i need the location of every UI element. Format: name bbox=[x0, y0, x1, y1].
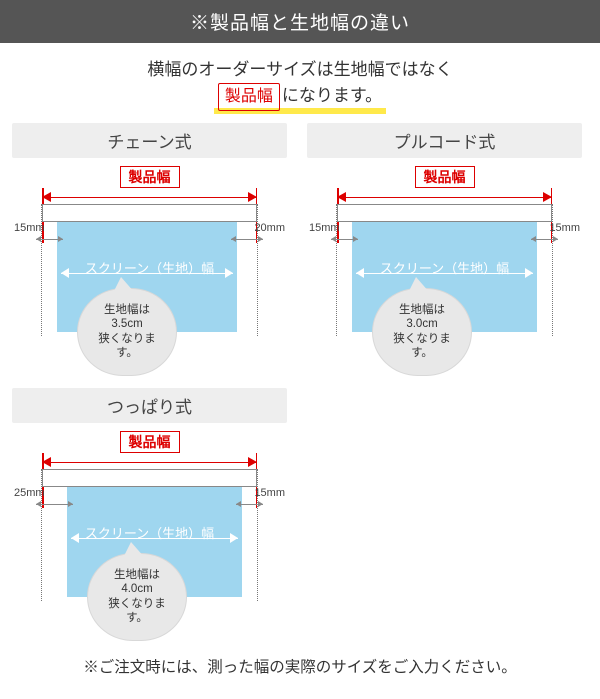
product-width-dimension bbox=[337, 190, 552, 204]
product-width-label: 製品幅 bbox=[120, 431, 180, 453]
screen-width-label: スクリーン（生地）幅 bbox=[81, 523, 218, 542]
headrail bbox=[42, 469, 257, 487]
right-gap-label: 15mm bbox=[254, 487, 285, 499]
type-label: チェーン式 bbox=[12, 123, 287, 158]
right-gap-label: 20mm bbox=[254, 222, 285, 234]
right-gap-dimension bbox=[231, 234, 263, 244]
diagram-grid: チェーン式製品幅15mm20mmスクリーン（生地）幅生地幅は3.5cm狭くなりま… bbox=[0, 117, 600, 641]
diagram-cell: つっぱり式製品幅 25mm 15mm スクリーン（生地）幅生地幅は4.0cm狭くなりま… bbox=[12, 388, 287, 641]
diagram: 製品幅 25mm 15mm スクリーン（生地）幅生地幅は4.0cm狭くなります。 bbox=[12, 431, 287, 641]
callout-bubble: 生地幅は3.0cm狭くなります。 bbox=[372, 288, 472, 376]
left-gap-label: 15mm bbox=[309, 222, 340, 234]
intro-line1: 横幅のオーダーサイズは生地幅ではなく bbox=[0, 57, 600, 83]
intro-text: 横幅のオーダーサイズは生地幅ではなく 製品幅になります。 bbox=[0, 43, 600, 117]
callout-line1: 生地幅は bbox=[88, 303, 166, 317]
right-gap-dimension bbox=[531, 234, 558, 244]
screen-width-label: スクリーン（生地）幅 bbox=[81, 258, 218, 277]
screen-width-label: スクリーン（生地）幅 bbox=[376, 258, 513, 277]
callout-line2: 4.0cm bbox=[98, 582, 176, 596]
headrail bbox=[337, 204, 552, 222]
left-gap-label: 25mm bbox=[14, 487, 45, 499]
header-bar: ※製品幅と生地幅の違い bbox=[0, 0, 600, 43]
callout-bubble: 生地幅は4.0cm狭くなります。 bbox=[87, 553, 187, 641]
diagram: 製品幅 15mm 15mm スクリーン（生地）幅生地幅は3.0cm狭くなります。 bbox=[307, 166, 582, 376]
callout-line1: 生地幅は bbox=[98, 568, 176, 582]
left-gap-dimension bbox=[36, 234, 63, 244]
callout-line3: 狭くなります。 bbox=[98, 597, 176, 626]
right-gap-dimension bbox=[236, 499, 263, 509]
headrail bbox=[42, 204, 257, 222]
left-gap-dimension bbox=[36, 499, 73, 509]
diagram: 製品幅 15mm 20mm スクリーン（生地）幅生地幅は3.5cm狭くなります。 bbox=[12, 166, 287, 376]
callout-line3: 狭くなります。 bbox=[88, 332, 166, 361]
product-width-label: 製品幅 bbox=[120, 166, 180, 188]
product-width-badge: 製品幅 bbox=[218, 83, 280, 111]
type-label: プルコード式 bbox=[307, 123, 582, 158]
product-width-dimension bbox=[42, 455, 257, 469]
diagram-cell: チェーン式製品幅 15mm 20mm スクリーン（生地）幅生地幅は3.5cm狭くなりま… bbox=[12, 123, 287, 376]
callout-line2: 3.0cm bbox=[383, 317, 461, 331]
intro-after-box: になります。 bbox=[282, 86, 382, 105]
callout-line3: 狭くなります。 bbox=[383, 332, 461, 361]
right-gap-label: 15mm bbox=[549, 222, 580, 234]
callout-bubble: 生地幅は3.5cm狭くなります。 bbox=[77, 288, 177, 376]
product-width-dimension bbox=[42, 190, 257, 204]
footer-note: ※ご注文時には、測った幅の実際のサイズをご入力ください。 bbox=[0, 641, 600, 693]
left-gap-dimension bbox=[331, 234, 358, 244]
callout-line2: 3.5cm bbox=[88, 317, 166, 331]
left-gap-label: 15mm bbox=[14, 222, 45, 234]
callout-line1: 生地幅は bbox=[383, 303, 461, 317]
product-width-label: 製品幅 bbox=[415, 166, 475, 188]
diagram-cell: プルコード式製品幅 15mm 15mm スクリーン（生地）幅生地幅は3.0cm狭くなり… bbox=[307, 123, 582, 376]
type-label: つっぱり式 bbox=[12, 388, 287, 423]
